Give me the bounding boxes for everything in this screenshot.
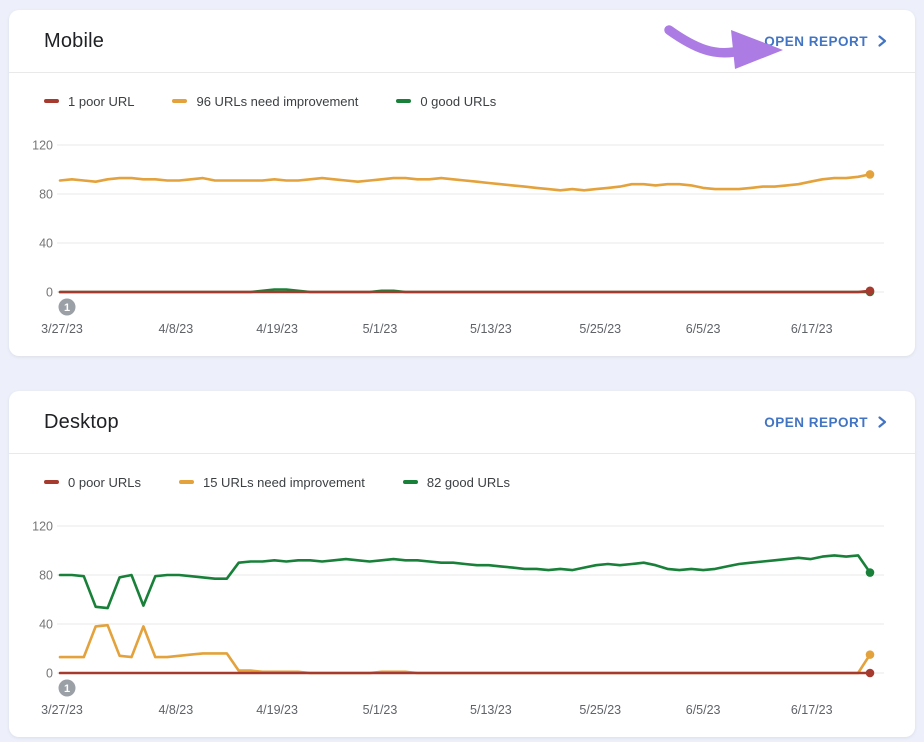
x-axis-label: 4/19/23 [256,703,298,717]
x-axis-label: 5/13/23 [470,703,512,717]
annotation-badge-circle [58,298,76,316]
legend-item-good: 0 good URLs [396,93,496,109]
series-line-poor [58,289,872,294]
x-axis-label: 6/17/23 [791,322,833,336]
x-axis-label: 5/1/23 [363,322,398,336]
legend-item-good: 82 good URLs [402,474,510,490]
legend: 0 poor URLs 15 URLs need improvement 82 … [9,454,915,490]
series-line-needs_improvement [58,173,872,192]
y-axis-label: 0 [46,667,53,681]
y-axis-label: 40 [39,618,53,632]
annotation-badge-circle [58,679,76,697]
x-axis-label: 5/25/23 [579,322,621,336]
x-axis-label: 6/17/23 [791,703,833,717]
legend-color-dash [44,99,59,103]
legend-label: 0 poor URLs [68,474,141,490]
x-axis-label: 4/19/23 [256,322,298,336]
line-chart: 0 40 80 120 3/27/23 4/8/23 4/19/23 5/1/23 5/13/2… [32,520,884,717]
card-header: Desktop OPEN REPORT [9,391,915,454]
chart-annotation-badge[interactable]: 1 [58,298,76,316]
legend-label: 1 poor URL [68,93,135,109]
annotation-badge-label: 1 [64,683,70,695]
chevron-right-icon [878,35,887,47]
series-end-dot-poor [865,286,875,296]
desktop-chart: 0 40 80 120 3/27/23 4/8/23 4/19/23 5/1/23 5/13/2… [9,491,915,723]
series-line-needs_improvement [58,623,872,675]
x-axis-label: 6/5/23 [686,703,721,717]
x-axis-label: 4/8/23 [158,703,193,717]
card-header: Mobile OPEN REPORT [9,10,915,73]
legend: 1 poor URL 96 URLs need improvement 0 go… [9,73,915,109]
desktop-report-card: Desktop OPEN REPORT 0 poor URLs 15 URLs … [9,391,915,737]
legend-label: 0 good URLs [420,93,497,109]
legend-item-poor: 1 poor URL [44,93,134,109]
legend-color-dash [172,99,188,103]
open-report-label: OPEN REPORT [764,414,868,430]
open-report-link[interactable]: OPEN REPORT [764,415,889,430]
annotation-badge-label: 1 [64,302,70,314]
legend-label: 96 URLs need improvement [196,93,359,109]
legend-label: 82 good URLs [426,474,510,490]
series-end-dot-good [865,568,875,577]
x-axis-label: 4/8/23 [158,322,193,336]
legend-color-dash [178,480,194,484]
x-axis-label: 3/27/23 [41,703,83,717]
x-axis-label: 5/1/23 [363,703,398,717]
legend-color-dash [402,480,418,484]
mobile-report-card: Mobile OPEN REPORT 1 poor URL 96 URLs ne… [9,10,915,356]
y-axis-label: 80 [39,569,53,583]
card-title: Mobile [44,29,105,52]
x-axis-label: 5/25/23 [579,703,621,717]
card-title: Desktop [44,410,119,433]
series-end-dot-poor [865,668,875,678]
mobile-chart: 0 40 80 120 3/27/23 4/8/23 4/19/23 5/1/23 5/13/2… [9,110,915,342]
series-line-good [58,554,872,610]
series-end-dot-needs_improvement [865,650,875,659]
series-end-dot-needs_improvement [865,170,875,179]
y-axis-label: 120 [32,139,53,153]
y-axis-label: 0 [46,286,53,300]
y-axis-label: 120 [32,520,53,534]
legend-label: 15 URLs need improvement [202,474,365,490]
y-axis-label: 40 [39,237,53,251]
y-axis-label: 80 [39,188,53,202]
legend-item-needs-improvement: 15 URLs need improvement [178,474,365,490]
x-axis-label: 5/13/23 [470,322,512,336]
x-axis-label: 3/27/23 [41,322,83,336]
x-axis-label: 6/5/23 [686,322,721,336]
line-chart: 0 40 80 120 3/27/23 4/8/23 4/19/23 5/1/23 5/13/2… [32,139,884,336]
legend-color-dash [396,99,412,103]
open-report-link[interactable]: OPEN REPORT [764,34,889,49]
chevron-right-icon [878,416,887,428]
legend-item-needs-improvement: 96 URLs need improvement [172,93,358,109]
legend-color-dash [44,480,59,484]
open-report-label: OPEN REPORT [764,33,868,49]
legend-item-poor: 0 poor URLs [44,474,141,490]
chart-annotation-badge[interactable]: 1 [58,679,76,697]
